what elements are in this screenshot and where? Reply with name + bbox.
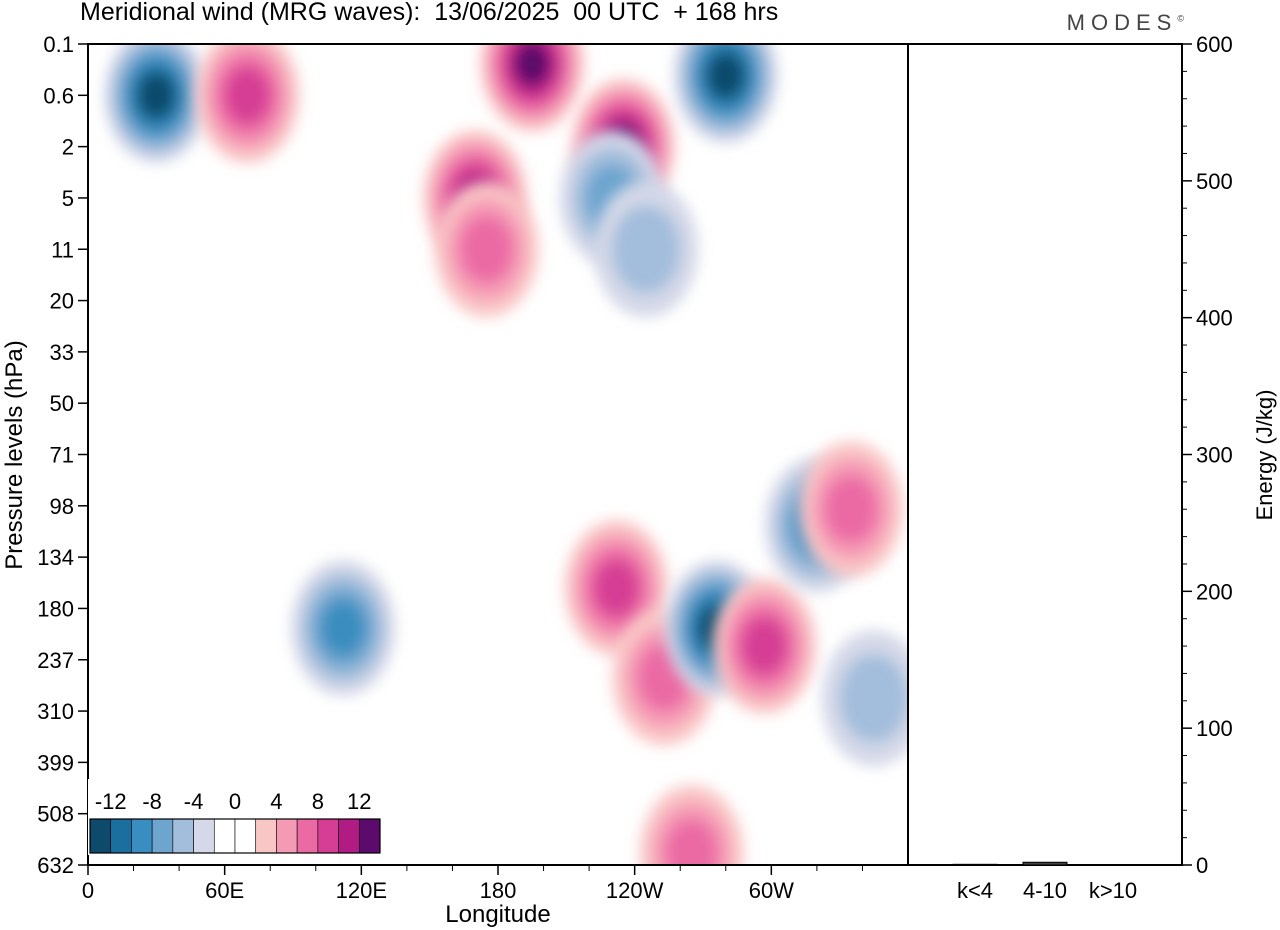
chart-title: Meridional wind (MRG waves): 13/06/2025 … [80, 0, 779, 26]
y-tick-label: 0.6 [43, 83, 74, 108]
colorbar-label: -4 [184, 789, 204, 814]
y-tick-label: 399 [37, 750, 74, 775]
energy-tick-label: 400 [1196, 306, 1233, 331]
colorbar-swatch [131, 818, 153, 854]
colorbar-frame [89, 818, 381, 854]
heatmap-blob [291, 560, 396, 697]
colorbar-swatch [172, 818, 194, 854]
heatmap-blob [480, 44, 585, 132]
heatmap-blob [104, 44, 209, 164]
colorbar-swatch [213, 818, 236, 854]
heatmap-contour [742, 618, 787, 674]
colorbar-label: 12 [347, 789, 371, 814]
y-tick-label: 20 [50, 289, 74, 314]
colorbar-swatch [317, 818, 339, 854]
colorbar-label: -8 [142, 789, 162, 814]
x-tick-label: 120E [336, 878, 387, 903]
energy-panel-frame [907, 43, 1183, 866]
colorbar-swatch [276, 818, 298, 854]
heatmap-contour [708, 54, 743, 97]
colorbar-swatch [151, 818, 174, 854]
y-tick-label: 71 [50, 443, 74, 468]
heatmap-contour [594, 560, 639, 616]
brand-logo: MODES© [1066, 10, 1184, 35]
energy-bar [1022, 861, 1068, 866]
x-axis-label: Longitude [445, 901, 550, 928]
energy-tick-label: 600 [1196, 32, 1233, 57]
y-tick-label: 508 [37, 802, 74, 827]
colorbar-label: 4 [270, 789, 282, 814]
heatmap-blob [799, 441, 904, 578]
energy-axis: 0 100 200 300 400 500 600 [1182, 32, 1233, 878]
energy-tick-label: 0 [1196, 853, 1208, 878]
x-tick-label: 60W [749, 878, 794, 903]
y-tick-label: 5 [62, 186, 74, 211]
heatmap-contour [515, 44, 550, 85]
heatmap-contour [824, 475, 878, 543]
colorbar-swatch [255, 818, 277, 854]
colorbar-swatch [110, 818, 132, 854]
colorbar-label: 8 [312, 789, 324, 814]
y-tick-label: 0.1 [43, 32, 74, 57]
colorbar-legend: -12 -8 -4 0 4 8 12 [88, 779, 382, 855]
heatmap-contour [460, 215, 514, 283]
colorbar-swatch [193, 818, 215, 854]
energy-tick-label: 300 [1196, 443, 1233, 468]
pressure-axis: 0.1 0.6 2 5 11 20 33 50 71 98 134 180 237 310 399 508 63… [37, 32, 88, 878]
heatmap-contour [225, 67, 270, 123]
heatmap-blob [712, 577, 817, 714]
heatmap-blob [434, 181, 539, 318]
energy-bar [952, 863, 998, 866]
colorbar-label: -12 [95, 789, 127, 814]
longitude-axis: 0 60E 120E 180 120W 60W [82, 865, 863, 903]
heatmap-blob [821, 630, 908, 767]
energy-category-label: 4-10 [1023, 878, 1067, 903]
heatmap-blob [594, 181, 699, 318]
energy-category-label: k<4 [957, 878, 993, 903]
colorbar-swatch [358, 818, 381, 854]
y-tick-label: 33 [50, 340, 74, 365]
energy-bars: k<4 4-10 k>10 [952, 861, 1137, 903]
y-tick-label: 98 [50, 494, 74, 519]
energy-tick-label: 200 [1196, 579, 1233, 604]
heatmap-contour [321, 600, 366, 656]
energy-tick-label: 100 [1196, 716, 1233, 741]
heatmap-contour [139, 74, 174, 117]
y-tick-label: 237 [37, 648, 74, 673]
colorbar-swatch [296, 818, 319, 854]
y-axis-label: Pressure levels (hPa) [1, 340, 28, 569]
heatmap-blob [195, 44, 300, 164]
heatmap-field [104, 44, 908, 865]
y-tick-label: 50 [50, 391, 74, 416]
y-tick-label: 180 [37, 596, 74, 621]
heatmap-contour [665, 819, 719, 865]
heatmap-blob [673, 44, 778, 144]
x-tick-label: 60E [205, 878, 244, 903]
colorbar-swatch [234, 818, 257, 854]
x-tick-label: 120W [606, 878, 664, 903]
heatmap-blob [639, 784, 744, 865]
energy-axis-label: Energy (J/kg) [1252, 390, 1277, 521]
x-tick-label: 0 [82, 878, 94, 903]
colorbar-label: 0 [229, 789, 241, 814]
colorbar-swatch [89, 818, 112, 854]
y-tick-label: 11 [51, 237, 74, 262]
energy-category-label: k>10 [1089, 878, 1137, 903]
x-tick-label: 180 [480, 878, 517, 903]
y-tick-label: 632 [37, 853, 74, 878]
y-tick-label: 134 [37, 545, 74, 570]
energy-tick-label: 500 [1196, 169, 1233, 194]
y-tick-label: 2 [62, 135, 74, 160]
y-tick-label: 310 [37, 699, 74, 724]
heatmap-contour [611, 205, 681, 294]
colorbar-swatch [338, 818, 360, 854]
heatmap-contour [839, 654, 908, 743]
